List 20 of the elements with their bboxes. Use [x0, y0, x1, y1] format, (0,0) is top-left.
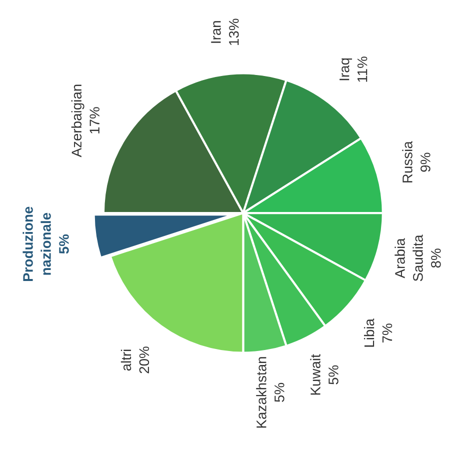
slice-label: Produzione nazionale	[22, 206, 51, 281]
data-label: 17%	[90, 107, 100, 134]
data-label: 20%	[139, 346, 150, 374]
data-label: 8%	[431, 248, 441, 268]
slice-label: Azerbaigian	[71, 84, 84, 158]
data-label: 13%	[228, 18, 239, 45]
slice-label: Russia	[402, 141, 412, 182]
data-label: 5%	[274, 382, 284, 402]
data-label: 9%	[420, 152, 430, 172]
slice-label: Iran	[211, 21, 221, 43]
slice-label: Kuwait	[310, 354, 320, 395]
data-label: 11%	[357, 56, 368, 82]
slice-label: altri	[120, 350, 132, 371]
data-label: 5%	[328, 365, 338, 384]
slice-label: Arabia Saudita	[394, 234, 423, 282]
slice-label: Iraq	[340, 58, 352, 80]
slice-label: Libia	[364, 318, 374, 347]
data-label: 7%	[382, 324, 392, 343]
slice-label: Kazakhstan	[256, 357, 266, 428]
data-label: 5%	[59, 234, 69, 254]
